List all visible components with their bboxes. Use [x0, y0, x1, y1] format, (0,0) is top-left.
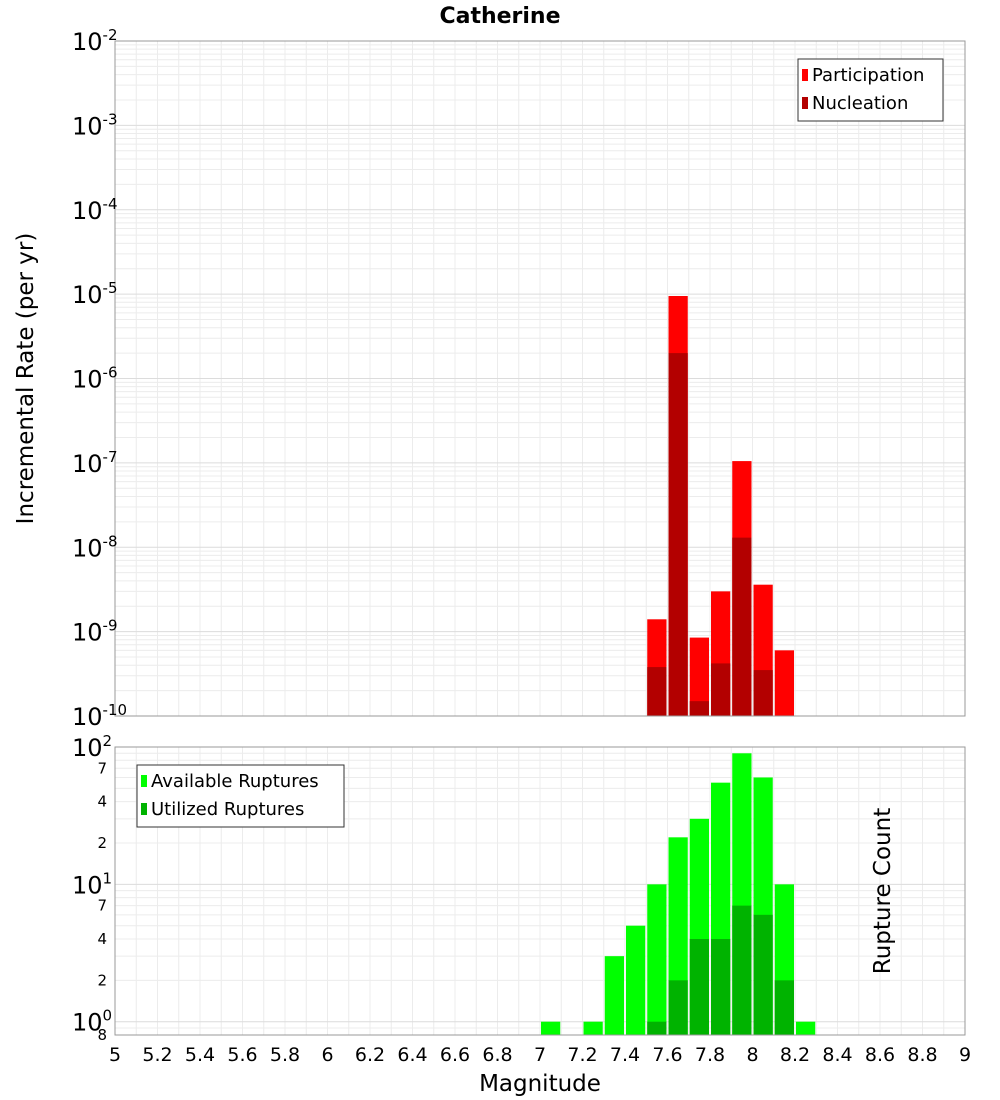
x-tick-label: 8.8	[907, 1044, 937, 1066]
series-utilized-ruptures	[647, 905, 794, 1035]
x-tick-label: 6.4	[397, 1044, 427, 1066]
y-minor-tick-label: 2	[97, 834, 107, 852]
y-tick-label: 10-6	[72, 364, 118, 394]
bar	[732, 905, 752, 1035]
bar	[796, 1021, 816, 1035]
series-nucleation	[647, 353, 773, 716]
y-tick-label: 10-4	[72, 195, 118, 225]
legend-label: Utilized Ruptures	[151, 799, 304, 820]
legend-swatch	[141, 803, 147, 815]
y-minor-tick-label: 4	[97, 930, 107, 948]
y-minor-tick-label: 7	[97, 897, 107, 915]
plot-border	[114, 40, 966, 717]
x-tick-label: 8.2	[780, 1044, 810, 1066]
y-tick-label: 10-8	[72, 532, 118, 562]
x-tick-label: 8	[746, 1044, 758, 1066]
rate-panel: 10-10 10-9 10-8 10-7 10-6 10-5 10-4 10-3 10-2 Inc…	[13, 26, 966, 731]
grid	[115, 41, 965, 716]
legend-box	[136, 764, 345, 828]
bar	[753, 914, 773, 1035]
y-tick-label: 101	[72, 869, 112, 899]
bar	[647, 667, 667, 716]
bar	[689, 939, 709, 1035]
legend-label: Nucleation	[812, 93, 908, 114]
x-tick-label: 5.8	[270, 1044, 300, 1066]
y-tick-label: 10-2	[72, 26, 118, 56]
x-tick-label: 8.6	[865, 1044, 895, 1066]
legend-swatch	[802, 69, 808, 81]
bar	[732, 537, 752, 716]
bar	[774, 650, 794, 716]
y-tick-label: 10-9	[72, 617, 118, 647]
x-tick-label: 7	[534, 1044, 546, 1066]
bar	[583, 1021, 603, 1035]
bar	[711, 939, 731, 1035]
legend-label: Available Ruptures	[151, 771, 319, 792]
y-axis: 100 101 102 8 2 4 7 2 4 7	[72, 732, 112, 1044]
x-tick-label: 8.4	[822, 1044, 852, 1066]
bar	[711, 663, 731, 716]
bar	[668, 980, 688, 1035]
x-tick-label: 6.6	[440, 1044, 470, 1066]
y-tick-label: 10-5	[72, 279, 118, 309]
x-tick-label: 6.8	[482, 1044, 512, 1066]
grid	[115, 747, 965, 1035]
legend-box	[797, 58, 944, 122]
x-tick-label: 5.2	[142, 1044, 172, 1066]
bar	[668, 353, 688, 716]
y-axis-label: Incremental Rate (per yr)	[13, 233, 39, 525]
bar	[753, 670, 773, 716]
x-tick-label: 6.2	[355, 1044, 385, 1066]
x-tick-label: 5	[109, 1044, 121, 1066]
y-tick-label: 100	[72, 1007, 112, 1037]
y-tick-label: 10-10	[72, 701, 127, 731]
bar	[604, 956, 624, 1035]
legend: Participation Nucleation	[797, 58, 944, 122]
x-tick-label: 5.6	[227, 1044, 257, 1066]
x-tick-label: 7.8	[695, 1044, 725, 1066]
legend-label: Participation	[812, 65, 924, 86]
y-tick-label: 10-7	[72, 448, 118, 478]
bar	[647, 1021, 667, 1035]
bar	[774, 980, 794, 1035]
y-tick-label: 102	[72, 732, 112, 762]
y-tick-label: 10-3	[72, 110, 118, 140]
bar	[626, 925, 646, 1035]
y-axis: 10-10 10-9 10-8 10-7 10-6 10-5 10-4 10-3 10-2	[72, 26, 127, 731]
count-panel: 100 101 102 8 2 4 7 2 4 7 Rupture Count Available R…	[72, 732, 966, 1044]
legend: Available Ruptures Utilized Ruptures	[136, 764, 345, 828]
x-tick-label: 7.2	[567, 1044, 597, 1066]
bar	[647, 884, 667, 1035]
x-axis-label: Magnitude	[479, 1071, 601, 1097]
y-minor-tick-label: 4	[97, 793, 107, 811]
x-tick-label: 5.4	[185, 1044, 215, 1066]
y-minor-tick-label: 2	[97, 971, 107, 989]
x-tick-label: 9	[959, 1044, 971, 1066]
y-minor-tick-label: 7	[97, 759, 107, 777]
bar	[689, 701, 709, 716]
bar	[689, 637, 709, 716]
x-tick-label: 7.6	[652, 1044, 682, 1066]
x-tick-label: 7.4	[610, 1044, 640, 1066]
x-tick-label: 6	[321, 1044, 333, 1066]
legend-swatch	[141, 775, 147, 787]
plot-border	[114, 746, 966, 1036]
y-minor-tick-label: 8	[97, 1026, 107, 1044]
bar	[541, 1021, 561, 1035]
legend-swatch	[802, 97, 808, 109]
chart-title: Catherine	[439, 4, 560, 29]
y-axis-label: Rupture Count	[870, 808, 896, 974]
x-axis: 5 5.2 5.4 5.6 5.8 6 6.2 6.4 6.6 6.8 7 7.2 7.4 7.6 7.8 8…	[109, 1044, 971, 1066]
